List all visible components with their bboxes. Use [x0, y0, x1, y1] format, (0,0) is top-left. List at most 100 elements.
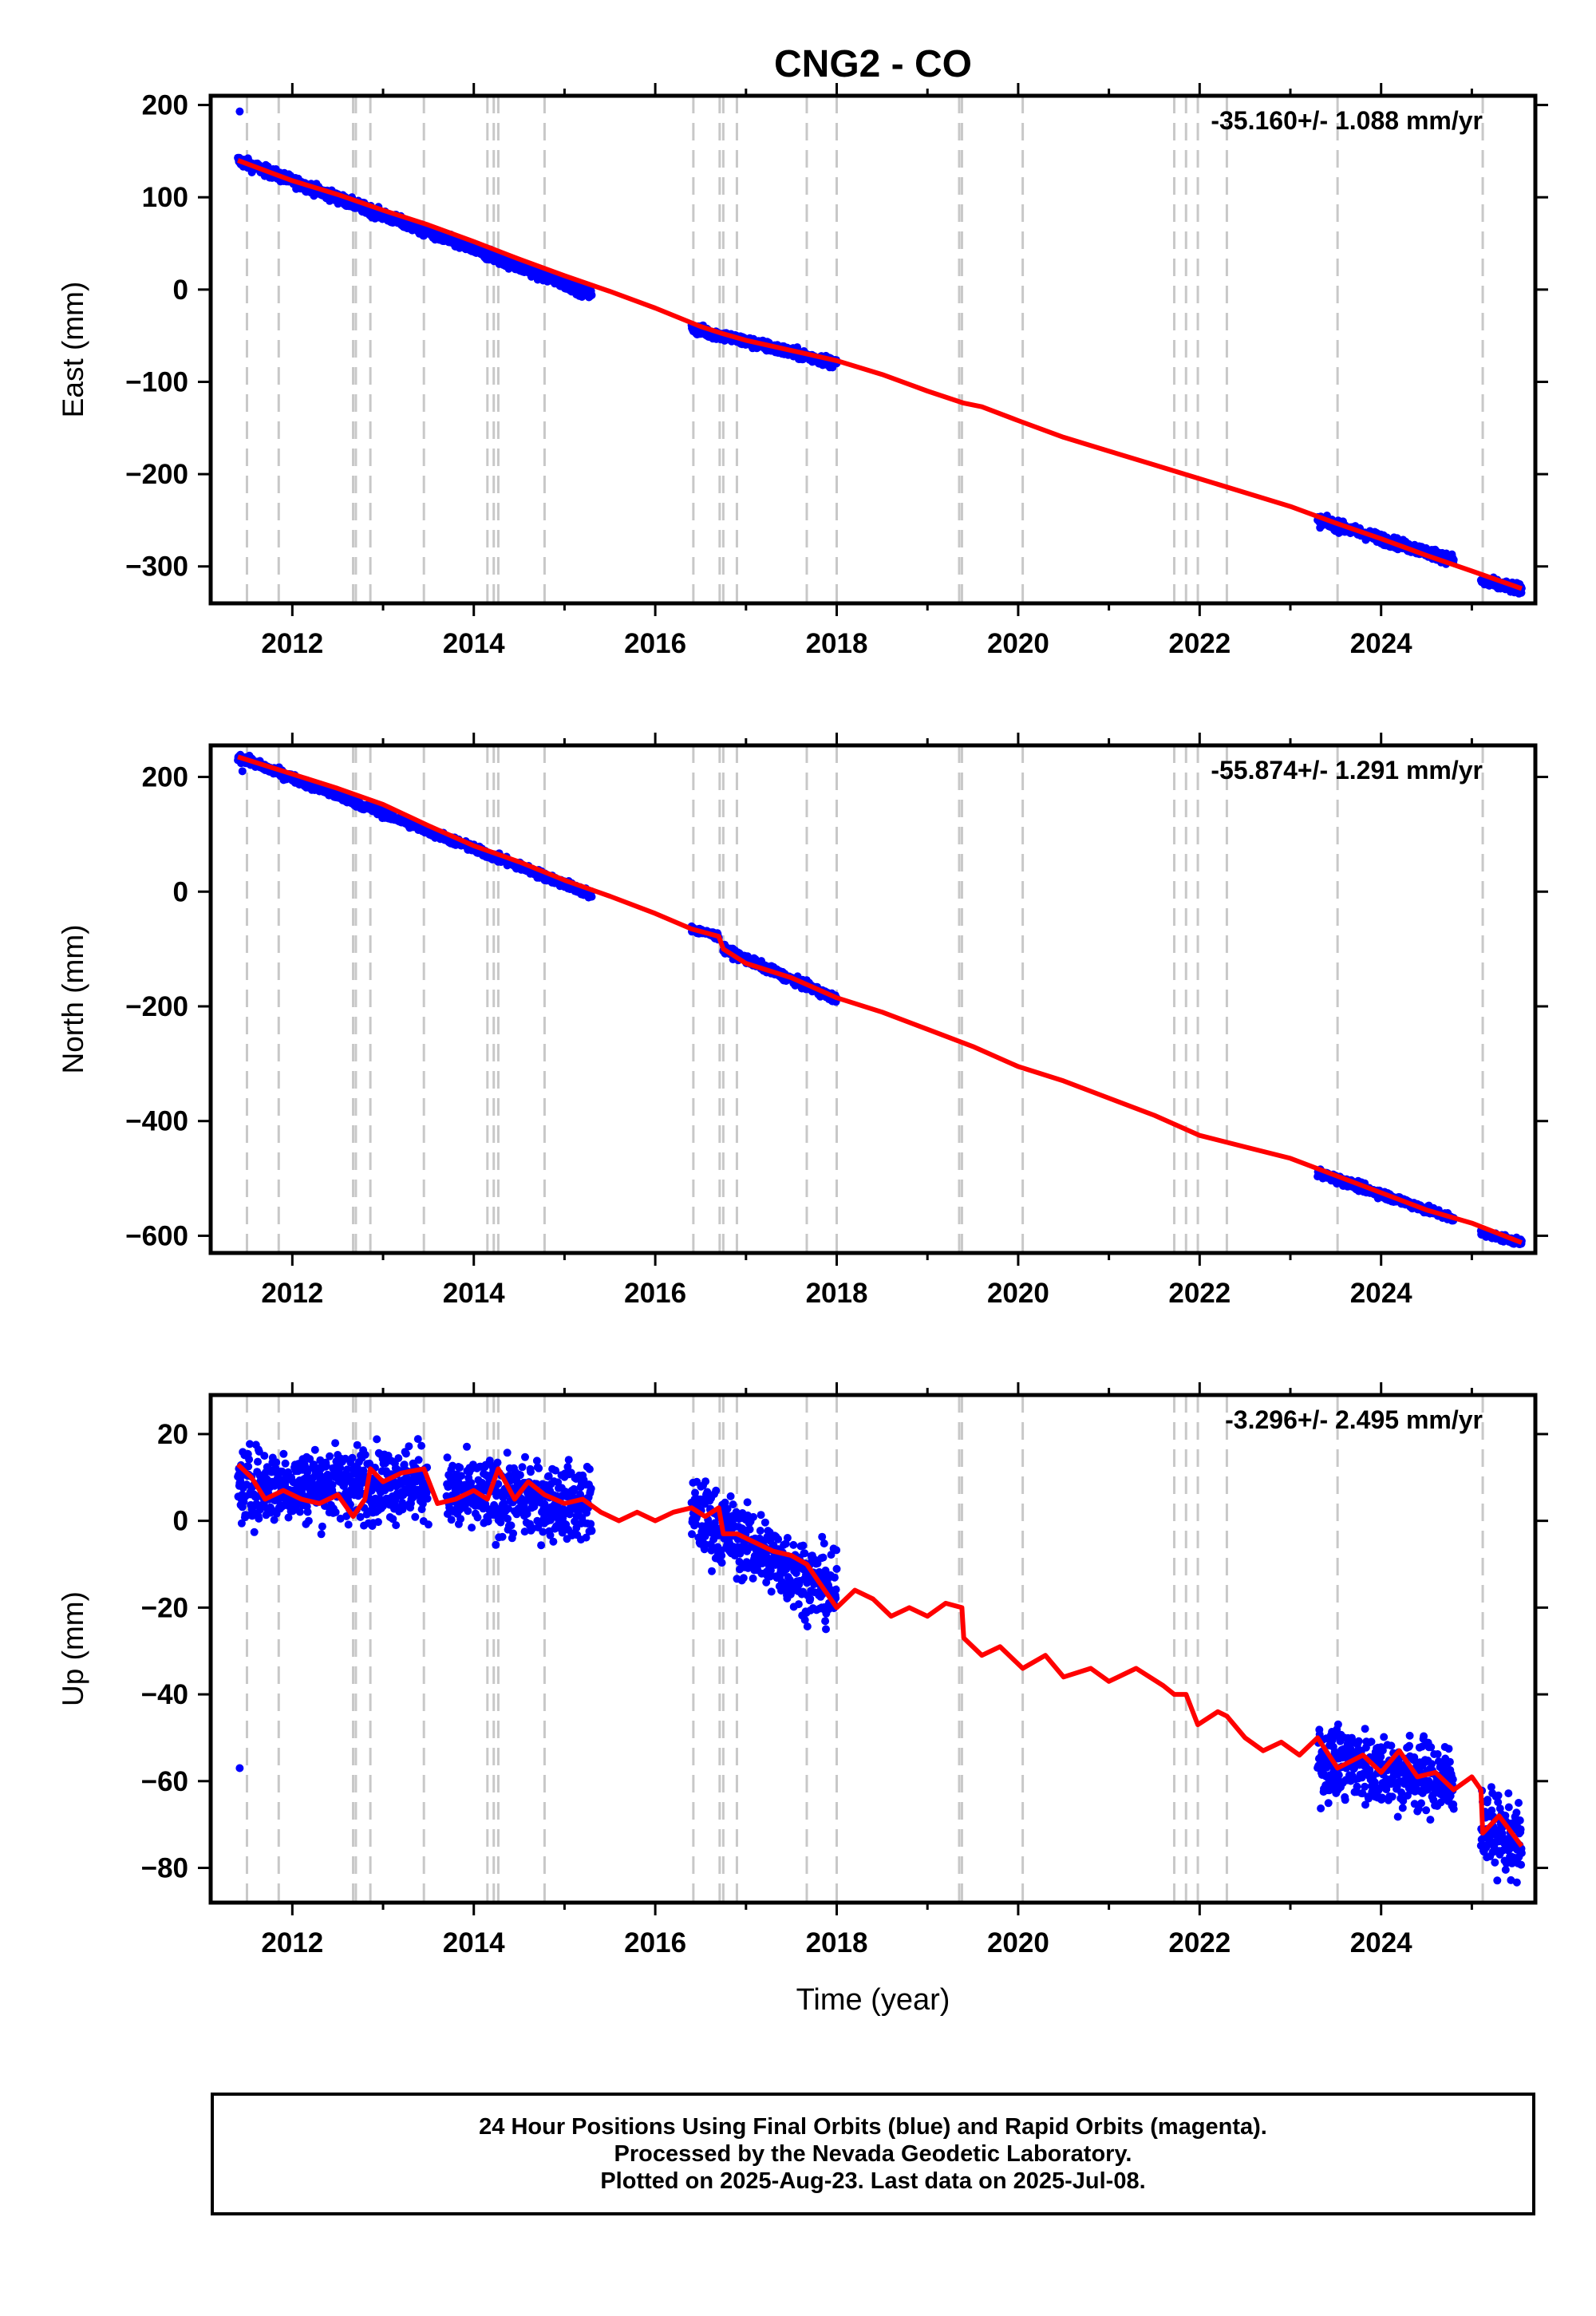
data-point: [359, 1466, 368, 1475]
data-point: [549, 1537, 558, 1546]
data-point: [532, 1456, 541, 1465]
data-point: [570, 1486, 579, 1495]
data-point: [456, 1515, 465, 1524]
data-point: [518, 1463, 527, 1472]
data-point: [520, 1528, 529, 1536]
data-point: [361, 1450, 369, 1459]
model-fit-line: [237, 754, 1523, 1245]
data-point: [401, 1449, 410, 1458]
y-tick-label: −300: [125, 551, 188, 583]
plot-area: [234, 1395, 1526, 1903]
data-point: [389, 1515, 397, 1524]
data-point: [539, 1528, 547, 1536]
data-point: [252, 1500, 261, 1508]
data-point: [318, 1522, 326, 1531]
data-point: [405, 1442, 413, 1451]
data-point: [468, 1524, 476, 1532]
x-tick-label: 2018: [806, 1278, 868, 1309]
data-point: [527, 1468, 535, 1476]
data-point: [255, 1514, 263, 1523]
data-point: [356, 1512, 365, 1521]
data-point: [554, 1478, 563, 1487]
data-point: [237, 1519, 246, 1528]
data-point: [281, 1459, 290, 1468]
data-point: [326, 1452, 334, 1460]
data-point: [342, 1512, 351, 1520]
data-point: [295, 1508, 304, 1516]
data-point: [238, 767, 247, 776]
data-point: [464, 1507, 472, 1516]
model-fit-line: [237, 158, 1523, 591]
data-point: [448, 1461, 457, 1470]
data-point: [509, 1529, 518, 1538]
rate-annotation: -55.874+/- 1.291 mm/yr: [1211, 756, 1483, 785]
y-tick-label: −400: [125, 1106, 188, 1137]
y-axis-label: East (mm): [57, 282, 89, 418]
data-point: [447, 1516, 456, 1524]
data-point: [558, 1528, 567, 1537]
data-point: [340, 1479, 349, 1488]
data-point: [551, 1466, 560, 1475]
data-point: [344, 1520, 353, 1529]
y-axis-label: North (mm): [57, 924, 89, 1073]
data-point: [443, 1453, 452, 1462]
data-point: [392, 1521, 401, 1530]
y-tick-label: 200: [142, 762, 188, 793]
data-point: [373, 1435, 381, 1444]
data-point: [303, 1468, 312, 1476]
y-tick-label: −200: [125, 459, 188, 490]
x-tick-label: 2020: [987, 628, 1049, 659]
data-point: [394, 1454, 403, 1463]
data-point: [331, 1508, 340, 1516]
data-point: [304, 1516, 313, 1525]
data-point: [507, 1521, 516, 1530]
data-point: [270, 1516, 279, 1524]
data-point: [494, 1480, 503, 1488]
data-point: [463, 1442, 471, 1451]
data-point: [504, 1504, 512, 1513]
data-point: [564, 1456, 573, 1464]
data-point: [473, 1513, 482, 1522]
x-tick-label: 2012: [261, 1278, 323, 1309]
data-point: [566, 1510, 574, 1519]
data-point: [254, 1457, 262, 1466]
y-tick-label: −600: [125, 1220, 188, 1251]
plot-area: [234, 745, 1526, 1253]
plot-frame: [208, 743, 1538, 1255]
data-point: [423, 1494, 432, 1503]
y-tick-label: 0: [173, 876, 188, 907]
data-point: [417, 1441, 426, 1450]
data-point: [250, 1528, 259, 1536]
data-point: [411, 1512, 420, 1521]
x-tick-label: 2024: [1350, 628, 1412, 659]
data-point: [484, 1517, 492, 1526]
data-point: [284, 1513, 293, 1522]
data-point: [272, 1458, 281, 1467]
data-point: [353, 1441, 361, 1449]
x-tick-label: 2016: [624, 1278, 686, 1309]
data-point: [413, 1435, 422, 1444]
y-tick-label: −200: [125, 991, 188, 1022]
y-tick-label: 200: [142, 90, 188, 121]
x-tick-label: 2022: [1168, 628, 1231, 659]
data-point: [328, 1480, 337, 1489]
data-point: [244, 1462, 253, 1471]
x-tick-label: 2024: [1350, 1278, 1412, 1309]
data-point: [303, 1508, 312, 1516]
data-point: [503, 1448, 512, 1457]
data-point: [348, 1453, 357, 1462]
data-point: [399, 1501, 408, 1510]
rate-annotation: -35.160+/- 1.088 mm/yr: [1211, 106, 1483, 135]
data-point: [467, 1479, 476, 1487]
x-tick-label: 2018: [806, 628, 868, 659]
data-point: [343, 1465, 351, 1474]
plot-frame: [208, 93, 1538, 606]
data-point: [587, 290, 596, 299]
data-point: [331, 1439, 340, 1448]
x-tick-label: 2012: [261, 628, 323, 659]
data-point: [246, 1440, 254, 1448]
data-point: [418, 1500, 427, 1508]
data-point: [260, 1452, 269, 1460]
data-point: [245, 1455, 254, 1464]
